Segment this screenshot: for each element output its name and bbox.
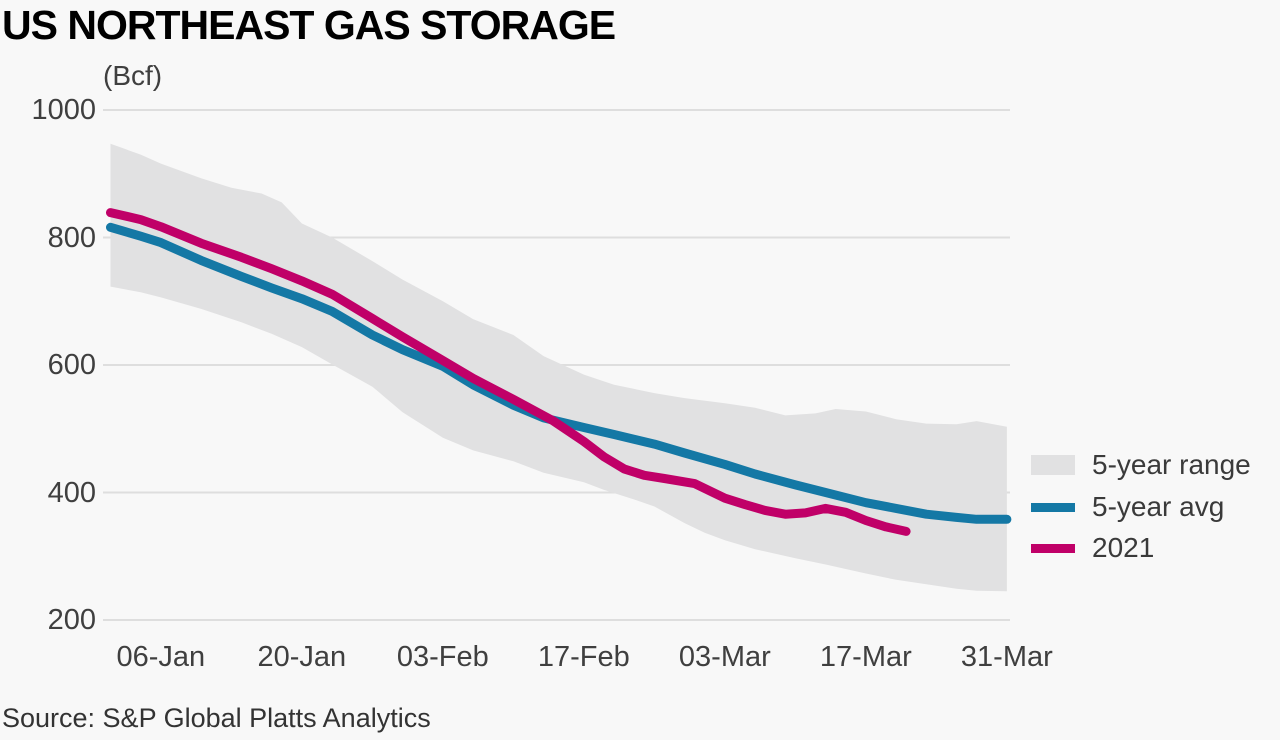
x-tick-label-03-Feb: 03-Feb (396, 641, 489, 673)
legend-swatch-5-year-avg (1031, 502, 1075, 512)
y-tick-label-200: 200 (47, 604, 96, 636)
legend-label: 2021 (1092, 532, 1155, 563)
series-line-2021 (106, 208, 911, 536)
legend-item-2021: 2021 (1031, 532, 1155, 563)
legend-swatch-2021 (1031, 543, 1075, 553)
x-tick-label-06-Jan: 06-Jan (116, 641, 206, 673)
source-attribution: Source: S&P Global Platts Analytics (2, 703, 431, 733)
y-tick-label-400: 400 (47, 476, 96, 509)
x-tick-label-03-Mar: 03-Mar (678, 641, 771, 673)
x-tick-label-20-Jan: 20-Jan (257, 641, 347, 673)
legend-label: 5-year range (1092, 449, 1251, 480)
x-tick-label-17-Mar: 17-Mar (819, 641, 912, 673)
y-tick-label-1000: 1000 (31, 94, 96, 126)
chart-title: US NORTHEAST GAS STORAGE (2, 2, 616, 48)
x-tick-label-17-Feb: 17-Feb (537, 641, 630, 673)
legend-swatch-range (1031, 455, 1075, 475)
legend-item-5-year-avg: 5-year avg (1031, 491, 1225, 522)
legend-label: 5-year avg (1092, 491, 1225, 522)
y-axis-unit-label: (Bcf) (103, 60, 163, 91)
y-tick-label-800: 800 (47, 221, 96, 254)
y-tick-label-600: 600 (47, 349, 96, 381)
x-tick-label-31-Mar: 31-Mar (960, 641, 1053, 673)
legend-item-5-year-range: 5-year range (1031, 449, 1251, 480)
